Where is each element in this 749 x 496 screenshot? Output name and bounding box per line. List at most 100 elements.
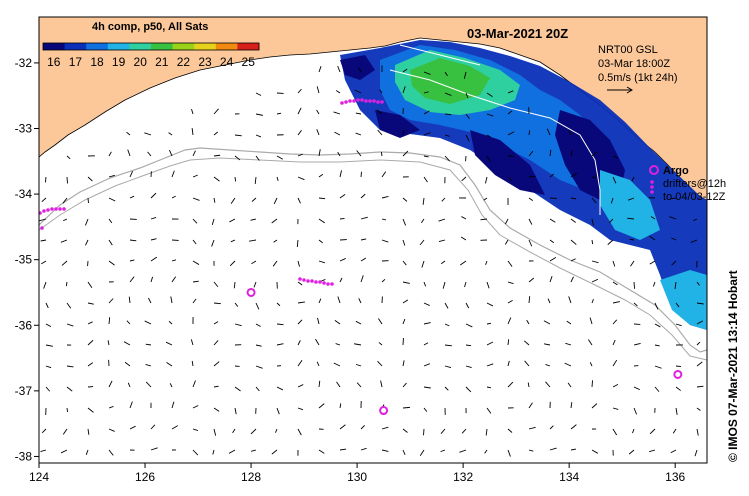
current-vector (423, 91, 429, 94)
current-vector (318, 449, 325, 454)
current-vector (465, 302, 470, 309)
current-vector (297, 360, 303, 367)
current-vector (649, 449, 656, 453)
current-vector (570, 150, 573, 157)
current-vector (654, 344, 660, 347)
current-vector (213, 428, 217, 436)
current-vector (444, 92, 452, 96)
current-vector (633, 386, 640, 391)
colorbar-swatch (129, 43, 152, 50)
current-vector (253, 281, 257, 288)
current-vector (612, 359, 618, 367)
current-vector (629, 238, 635, 241)
current-vector (669, 216, 677, 220)
sst-info-line3: 0.5m/s (1kt 24h) (598, 72, 677, 84)
current-vector (276, 155, 284, 160)
current-vector (45, 386, 51, 392)
current-vector (381, 449, 389, 452)
current-vector (150, 276, 154, 283)
current-vector (123, 341, 131, 346)
current-vector (568, 129, 572, 136)
current-vector (696, 361, 703, 367)
current-vector (255, 386, 260, 392)
drifters-legend-line1: drifters@12h (663, 178, 726, 190)
argo-float-marker (246, 287, 256, 297)
current-vector (145, 363, 152, 367)
colorbar-title: 4h comp, p50, All Sats (92, 21, 208, 33)
y-axis: -32 -33 -34 -35 -36 -37 -38 (15, 56, 39, 463)
current-vector (150, 256, 158, 262)
current-vector (465, 323, 473, 328)
current-vector (275, 428, 278, 433)
current-vector (108, 151, 112, 157)
current-vector (545, 364, 551, 367)
current-vector (528, 426, 536, 430)
current-vector (271, 449, 278, 455)
y-tick-label: -32 (15, 56, 33, 70)
current-vector (402, 239, 406, 246)
current-vector (170, 296, 173, 304)
current-vector (546, 128, 551, 136)
current-vector (693, 218, 698, 222)
current-vector (356, 150, 362, 157)
current-vector (423, 71, 431, 75)
current-vector (591, 449, 599, 454)
current-vector (444, 113, 452, 116)
current-vector (276, 302, 281, 307)
current-vector (670, 197, 677, 200)
current-vector (377, 129, 383, 136)
current-vector (192, 218, 198, 224)
current-vector (41, 197, 47, 203)
current-vector (549, 239, 555, 244)
current-vector (276, 323, 284, 326)
current-vector (213, 176, 220, 182)
current-vector (591, 239, 594, 245)
current-vector (419, 239, 425, 246)
colorbar-swatch (151, 43, 174, 50)
x-tick-label: 124 (29, 470, 49, 484)
current-vector (318, 149, 321, 157)
current-vector (570, 276, 574, 283)
current-vector (567, 382, 572, 388)
current-vector (591, 218, 594, 226)
current-vector (671, 260, 677, 266)
current-vector (66, 407, 69, 413)
current-vector (339, 194, 346, 199)
current-vector (108, 174, 115, 178)
current-vector (150, 447, 158, 451)
current-vector (423, 281, 427, 287)
current-vector (524, 360, 530, 367)
current-vector (171, 259, 177, 262)
current-vector (318, 260, 326, 264)
current-vector (526, 319, 530, 325)
current-vector (339, 217, 345, 220)
current-vector (444, 134, 450, 137)
current-vector (337, 151, 341, 157)
argo-legend: Argo drifters@12h to 04/03-12Z (649, 165, 726, 203)
current-vector (249, 239, 257, 242)
colorbar-ticks: 16 17 18 19 20 21 22 23 24 25 (47, 55, 255, 69)
current-vector (549, 173, 554, 178)
current-vector (419, 449, 425, 456)
x-tick-label: 132 (453, 470, 473, 484)
current-vector (335, 90, 341, 94)
current-vector (507, 281, 514, 284)
current-vector (190, 339, 194, 346)
current-vector (233, 281, 236, 289)
current-vector (234, 134, 242, 137)
colorbar-swatches (43, 43, 260, 50)
current-vector (696, 281, 700, 286)
current-vector (171, 170, 175, 178)
current-vector (547, 298, 551, 304)
current-vector (234, 176, 237, 182)
current-vector (627, 197, 635, 201)
current-vector (649, 235, 656, 241)
current-vector (255, 113, 263, 116)
current-vector (591, 151, 598, 157)
current-vector (675, 365, 682, 368)
current-vector (297, 153, 303, 157)
current-vector (108, 218, 113, 224)
current-vector (444, 302, 449, 309)
x-tick-label: 134 (559, 470, 579, 484)
